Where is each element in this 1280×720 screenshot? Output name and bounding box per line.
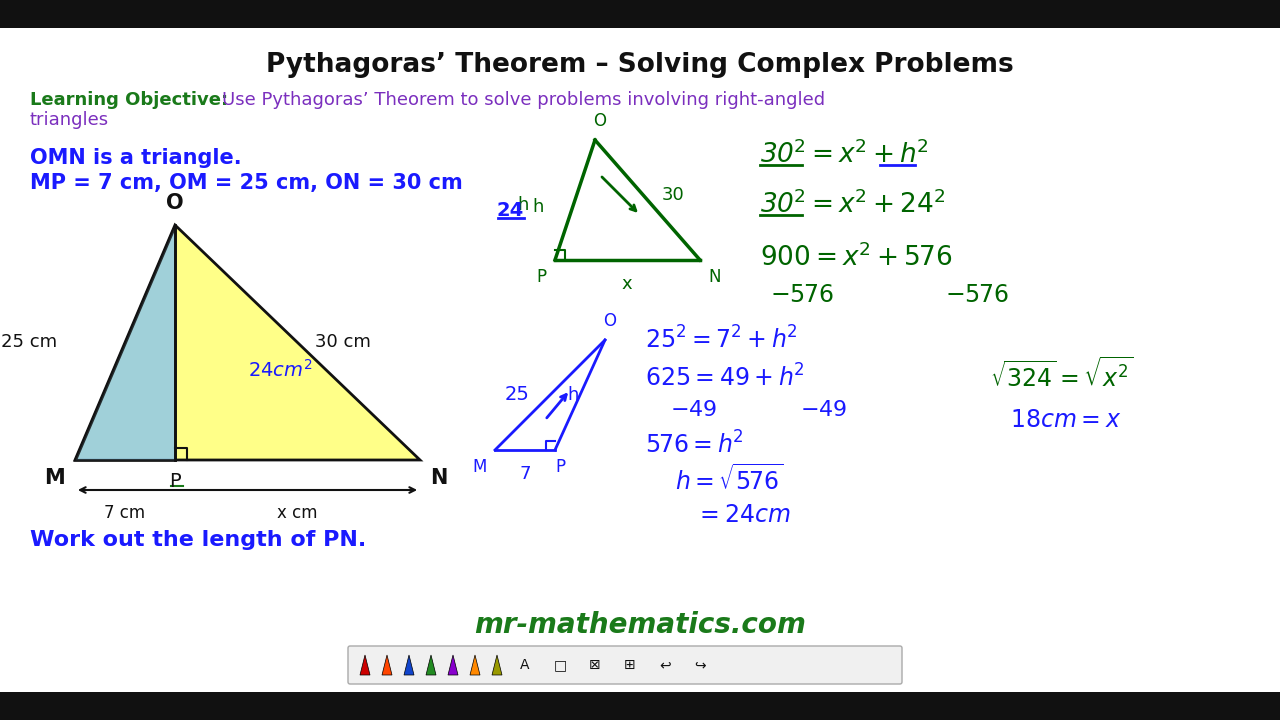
Text: $18cm=\mathdefault{x}$: $18cm=\mathdefault{x}$: [1010, 408, 1121, 432]
Text: 7: 7: [520, 465, 531, 483]
Text: x cm: x cm: [276, 504, 317, 522]
Text: $900=\mathdefault{x}^2+576$: $900=\mathdefault{x}^2+576$: [760, 244, 952, 272]
Text: $\sqrt{324}=\sqrt{\mathdefault{x}^2}$: $\sqrt{324}=\sqrt{\mathdefault{x}^2}$: [989, 357, 1133, 392]
Bar: [0, 0, 1280, 28]
Bar: [0, 692, 1280, 720]
Text: A: A: [520, 658, 530, 672]
Text: $24cm^2$: $24cm^2$: [247, 359, 312, 381]
Text: OMN is a triangle.: OMN is a triangle.: [29, 148, 242, 168]
Text: O: O: [166, 193, 184, 213]
Text: $=24cm$: $=24cm$: [695, 503, 791, 527]
Text: 30 cm: 30 cm: [315, 333, 371, 351]
Text: P: P: [536, 268, 547, 286]
Text: ⊠: ⊠: [589, 658, 600, 672]
Text: Work out the length of PN.: Work out the length of PN.: [29, 530, 366, 550]
Text: M: M: [472, 458, 486, 476]
Text: 7 cm: 7 cm: [105, 504, 146, 522]
Text: triangles: triangles: [29, 111, 109, 129]
Text: 30: 30: [662, 186, 685, 204]
Polygon shape: [404, 655, 413, 675]
Text: ↩: ↩: [659, 658, 671, 672]
Text: 24: 24: [497, 200, 524, 220]
Polygon shape: [470, 655, 480, 675]
Polygon shape: [448, 655, 458, 675]
Text: $25^2=7^2+\mathdefault{h}^2$: $25^2=7^2+\mathdefault{h}^2$: [645, 326, 797, 354]
Text: $-576$: $-576$: [945, 283, 1009, 307]
Text: Pythagoras’ Theorem – Solving Complex Problems: Pythagoras’ Theorem – Solving Complex Pr…: [266, 52, 1014, 78]
Text: O: O: [594, 112, 607, 130]
Text: $-49$: $-49$: [669, 400, 717, 420]
Text: Use Pythagoras’ Theorem to solve problems involving right-angled: Use Pythagoras’ Theorem to solve problem…: [221, 91, 826, 109]
Text: h: h: [567, 386, 579, 404]
Text: ↪: ↪: [694, 658, 705, 672]
Text: O: O: [603, 312, 617, 330]
Text: Learning Objective:: Learning Objective:: [29, 91, 228, 109]
Text: P: P: [556, 458, 564, 476]
Text: P: P: [169, 472, 180, 491]
Text: $-49$: $-49$: [800, 400, 847, 420]
Polygon shape: [76, 225, 175, 460]
Polygon shape: [492, 655, 502, 675]
Text: $625=49+\mathdefault{h}^2$: $625=49+\mathdefault{h}^2$: [645, 364, 804, 392]
FancyBboxPatch shape: [348, 646, 902, 684]
Polygon shape: [76, 225, 420, 460]
Text: M: M: [45, 468, 65, 488]
Text: mr-mathematics.com: mr-mathematics.com: [474, 611, 806, 639]
Text: $h=\sqrt{576}$: $h=\sqrt{576}$: [675, 464, 783, 495]
Text: □: □: [553, 658, 567, 672]
Polygon shape: [360, 655, 370, 675]
Text: 25: 25: [506, 385, 530, 405]
Text: h: h: [532, 198, 544, 216]
Text: N: N: [430, 468, 448, 488]
Text: MP = 7 cm, OM = 25 cm, ON = 30 cm: MP = 7 cm, OM = 25 cm, ON = 30 cm: [29, 173, 463, 193]
Text: x: x: [622, 275, 632, 293]
Text: $-576$: $-576$: [771, 283, 833, 307]
Text: h: h: [517, 196, 529, 214]
Text: $576=\mathdefault{h}^2$: $576=\mathdefault{h}^2$: [645, 431, 744, 459]
Text: $\mathdefault{30}^2=\mathdefault{x}^2+\mathdefault{h}^2$: $\mathdefault{30}^2=\mathdefault{x}^2+\m…: [760, 140, 928, 169]
Text: ⊞: ⊞: [625, 658, 636, 672]
Polygon shape: [381, 655, 392, 675]
Text: $\mathdefault{30}^2=\mathdefault{x}^2+24^2$: $\mathdefault{30}^2=\mathdefault{x}^2+24…: [760, 191, 945, 220]
Text: 25 cm: 25 cm: [1, 333, 58, 351]
Text: N: N: [708, 268, 721, 286]
Polygon shape: [426, 655, 436, 675]
